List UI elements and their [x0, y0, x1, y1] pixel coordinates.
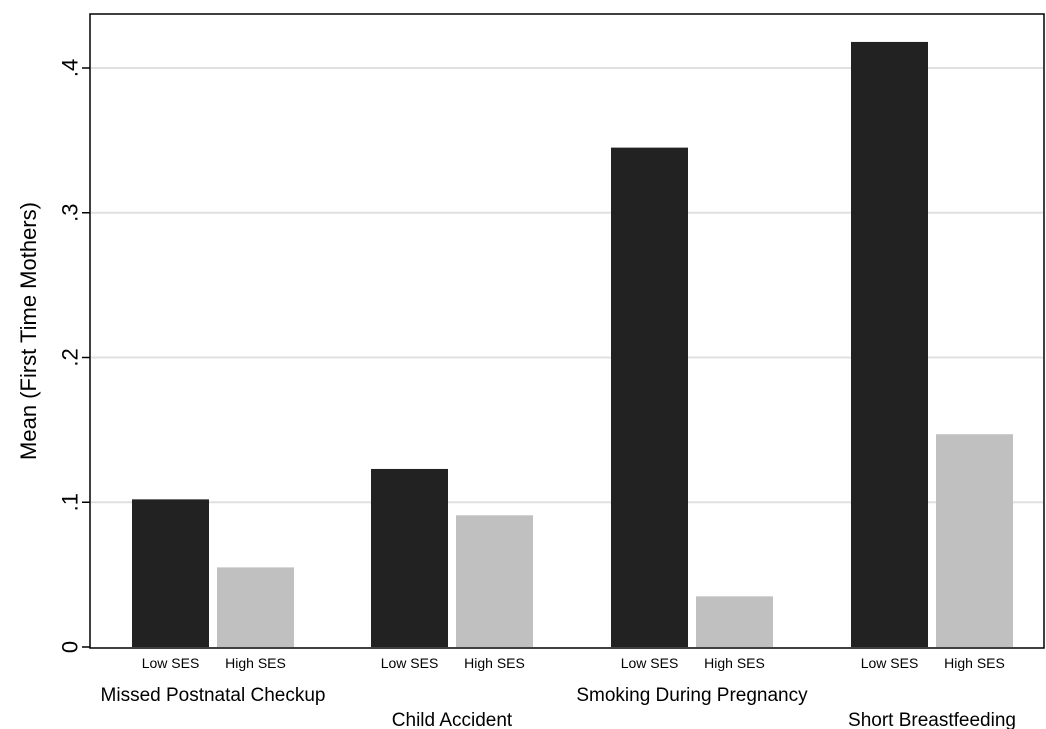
y-tick-label: .4: [58, 59, 83, 77]
bar-label-high-ses: High SES: [225, 655, 286, 671]
y-axis-title: Mean (First Time Mothers): [16, 202, 41, 460]
bar-high-ses: [217, 567, 294, 647]
bar-high-ses: [696, 596, 773, 647]
group-label: Smoking During Pregnancy: [576, 685, 808, 706]
group-label: Missed Postnatal Checkup: [101, 685, 326, 706]
group-label: Child Accident: [392, 710, 513, 729]
y-tick-label: .2: [58, 348, 83, 366]
bar-label-high-ses: High SES: [704, 655, 765, 671]
bar-low-ses: [371, 468, 448, 647]
bar-low-ses: [851, 41, 928, 647]
bar-label-low-ses: Low SES: [142, 655, 200, 671]
bar-label-high-ses: High SES: [944, 655, 1005, 671]
category-labels: Low SES High SES Missed Postnatal Checkup L…: [101, 655, 1016, 729]
bar-low-ses: [611, 147, 688, 648]
bar-low-ses: [132, 499, 209, 647]
y-tick-label: .1: [58, 493, 83, 511]
bar-label-low-ses: Low SES: [621, 655, 679, 671]
bar-label-low-ses: Low SES: [861, 655, 919, 671]
bar-label-low-ses: Low SES: [381, 655, 439, 671]
group-label: Short Breastfeeding: [848, 710, 1016, 729]
bar-label-high-ses: High SES: [464, 655, 525, 671]
y-axis-ticks: 0 .1 .2 .3 .4: [58, 59, 90, 653]
bars: [132, 41, 1013, 648]
bar-high-ses: [456, 515, 533, 647]
bar-high-ses: [936, 434, 1013, 647]
y-tick-label: .3: [58, 204, 83, 222]
y-tick-label: 0: [58, 641, 83, 653]
